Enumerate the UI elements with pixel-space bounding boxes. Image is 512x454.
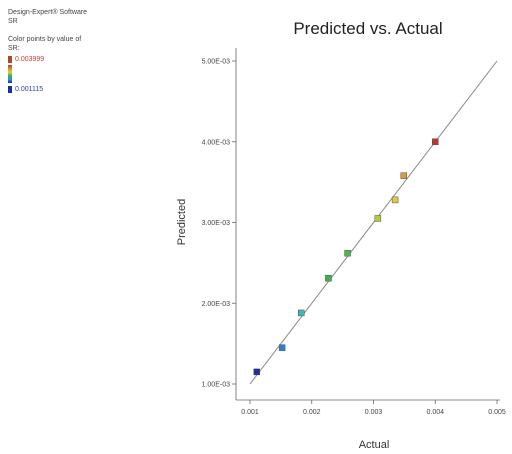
data-point [391, 196, 399, 204]
legend-high-value: 0.003999 [15, 55, 45, 63]
data-point [432, 138, 439, 145]
color-variable: SR: [8, 45, 20, 52]
legend-gradient [8, 65, 12, 83]
info-panel: Design-Expert® Software SR Color points … [8, 8, 87, 95]
data-points [253, 138, 439, 376]
x-tick-label: 0.002 [303, 409, 321, 416]
y-axis-label: Predicted [176, 199, 188, 245]
software-label: Design-Expert® Software [8, 9, 88, 16]
y-tick-label: 3.00E-03 [202, 220, 231, 227]
x-tick-label: 0.004 [426, 409, 444, 416]
y-tick-label: 5.00E-03 [202, 59, 231, 66]
data-point [344, 249, 351, 257]
data-point [374, 215, 382, 222]
data-point [298, 309, 305, 317]
x-tick-label: 0.001 [241, 409, 259, 416]
data-point [253, 368, 261, 376]
y-tick-label: 4.00E-03 [202, 139, 231, 146]
x-axis-label: Actual [359, 439, 390, 451]
legend-low-value: 0.001115 [15, 85, 44, 93]
reference-line-group [249, 60, 498, 385]
y-tick-label: 1.00E-03 [202, 382, 231, 389]
y-tick-label: 2.00E-03 [202, 301, 231, 308]
legend-low-swatch [8, 85, 12, 93]
legend-high-swatch [8, 55, 12, 63]
response-label: SR [8, 18, 18, 25]
legend-high: 0.003999 [8, 53, 87, 65]
x-tick-label: 0.005 [488, 409, 506, 416]
chart-title: Predicted vs. Actual [293, 19, 442, 38]
data-point [278, 344, 286, 351]
reference-line [249, 60, 498, 385]
x-tick-label: 0.003 [365, 409, 383, 416]
axes: 1.00E-03 2.00E-03 3.00E-03 4.00E-03 5.00E-03… [202, 48, 506, 416]
data-point [325, 274, 332, 282]
data-point [400, 172, 408, 179]
legend-low: 0.001115 [8, 83, 87, 95]
color-caption: Color points by value of [8, 36, 82, 43]
